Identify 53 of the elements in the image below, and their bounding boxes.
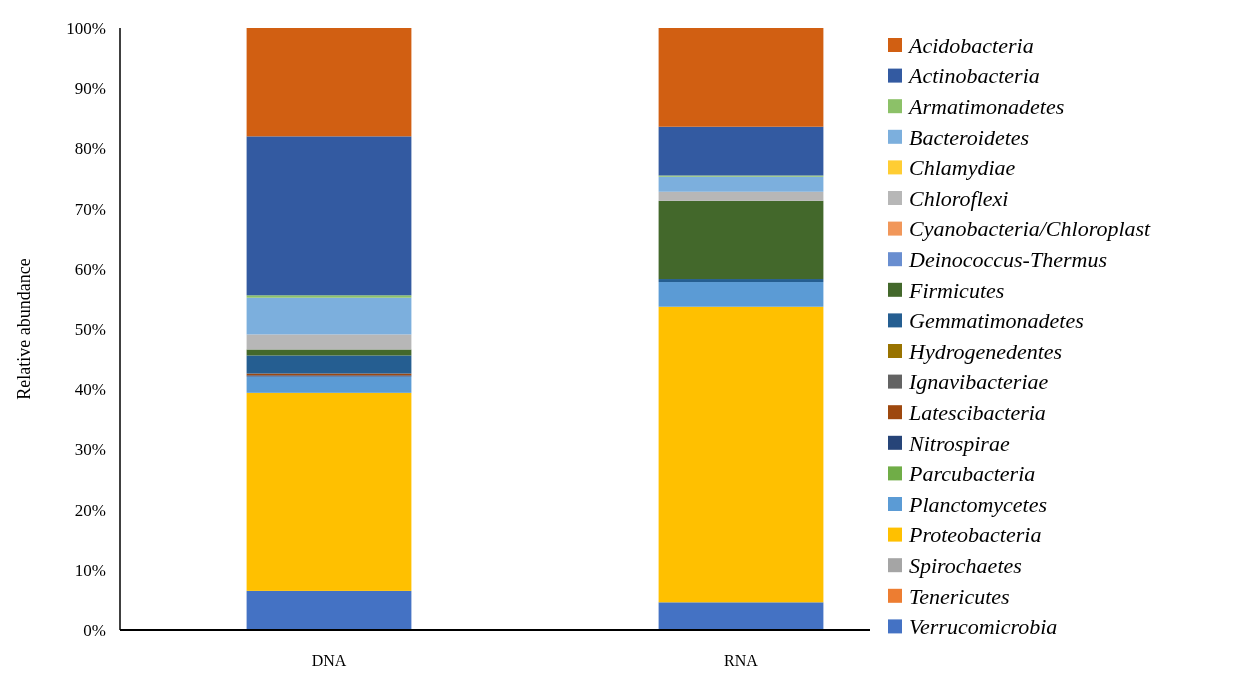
y-tick-label: 10%	[74, 560, 106, 580]
legend-label: Gemmatimonadetes	[909, 308, 1084, 334]
bar	[246, 334, 412, 350]
y-tick-label: 60%	[74, 259, 106, 279]
bar	[658, 28, 824, 127]
legend-label: Parcubacteria	[908, 461, 1036, 487]
y-tick-label: 30%	[74, 440, 106, 460]
legend-label: Hydrogenedentes	[908, 338, 1063, 364]
legend-label: Cyanobacteria/Chloroplast	[909, 216, 1152, 242]
legend-label: Planctomycetes	[908, 491, 1048, 517]
bar	[246, 297, 412, 335]
bar	[658, 126, 824, 176]
y-tick-label: 50%	[74, 319, 106, 339]
bar	[246, 590, 412, 630]
x-tick-label: RNA	[724, 652, 759, 669]
y-tick-label: 90%	[74, 79, 106, 99]
legend-label: Proteobacteria	[908, 522, 1042, 548]
bar	[658, 602, 824, 630]
bar	[246, 136, 412, 296]
legend-label: Ignavibacteriae	[908, 369, 1049, 395]
legend-label: Latescibacteria	[908, 399, 1046, 425]
bar	[658, 282, 824, 307]
y-tick-label: 70%	[74, 199, 106, 219]
legend-label: Verrucomicrobia	[909, 614, 1058, 640]
legend-label: Firmicutes	[908, 277, 1005, 303]
legend-label: Nitrospirae	[908, 430, 1010, 456]
bar	[658, 176, 824, 192]
legend-label: Chloroflexi	[909, 185, 1009, 211]
legend-label: Actinobacteria	[907, 63, 1040, 89]
y-tick-label: 80%	[74, 139, 106, 159]
legend-label: Spirochaetes	[909, 552, 1022, 578]
legend-label: Tenericutes	[909, 583, 1010, 609]
legend-label: Deinococcus-Thermus	[908, 246, 1107, 272]
bar	[246, 295, 412, 298]
bar	[246, 28, 412, 137]
legend-label: Bacteroidetes	[909, 124, 1030, 150]
bar	[246, 355, 412, 374]
legend-label: Chlamydiae	[909, 155, 1016, 181]
bar	[658, 200, 824, 280]
y-tick-label: 20%	[74, 500, 106, 520]
y-tick-label: 0%	[83, 620, 106, 640]
bar	[246, 392, 412, 591]
bar	[658, 279, 824, 283]
bar	[246, 349, 412, 356]
x-tick-label: DNA	[311, 652, 347, 669]
legend-label: Acidobacteria	[907, 32, 1034, 58]
y-tick-label: 100%	[66, 18, 106, 38]
bar	[658, 191, 824, 201]
bar	[246, 376, 412, 393]
legend-label: Armatimonadetes	[907, 93, 1065, 119]
y-axis-title: Relative abundance	[14, 258, 34, 400]
bar	[658, 306, 824, 603]
y-tick-label: 40%	[74, 380, 106, 400]
